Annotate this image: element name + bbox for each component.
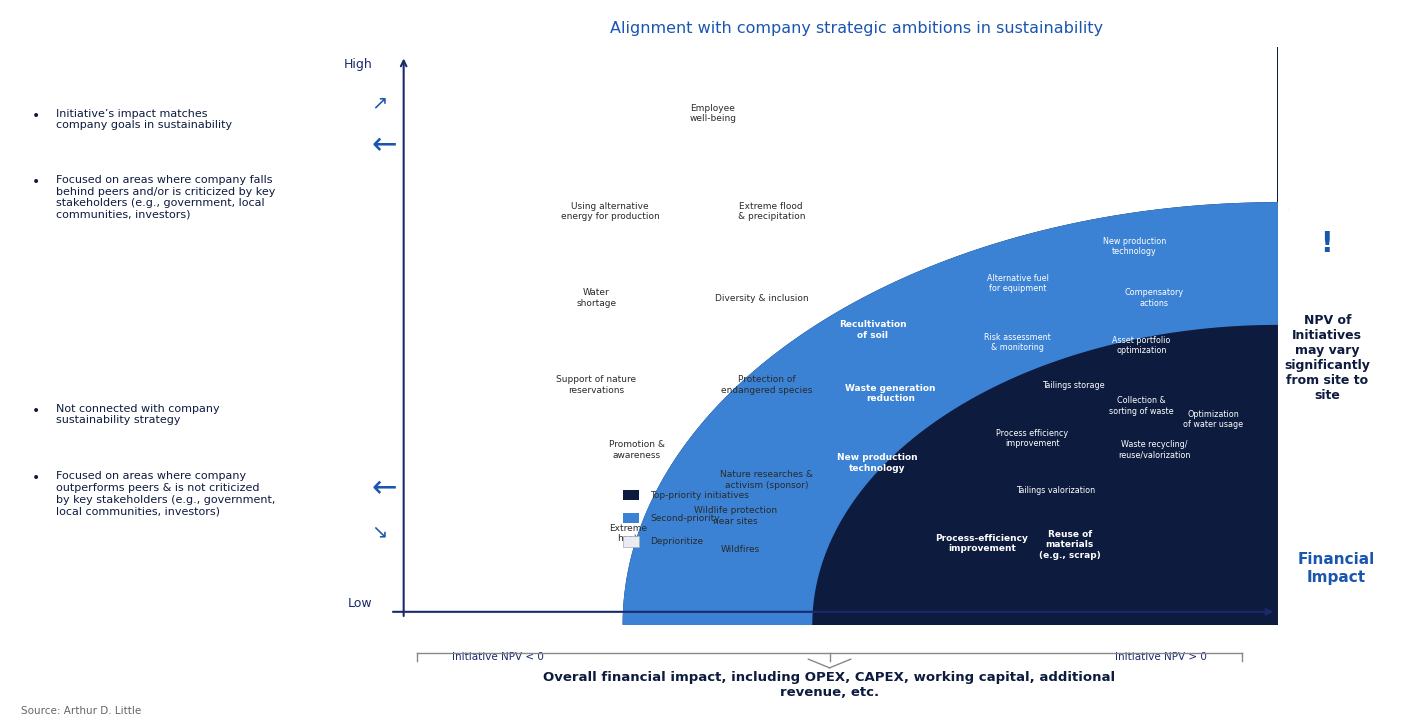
Text: Source: Arthur D. Little: Source: Arthur D. Little: [21, 706, 141, 716]
Text: Extreme flood
& precipitation: Extreme flood & precipitation: [737, 202, 805, 221]
Text: Promotion &
awareness: Promotion & awareness: [609, 440, 665, 460]
Text: Alignment with company strategic ambitions in sustainability: Alignment with company strategic ambitio…: [610, 21, 1103, 36]
Text: Renewable energy
sources: Renewable energy sources: [980, 108, 1055, 127]
Text: Recultivation
of soil: Recultivation of soil: [839, 321, 907, 339]
Text: Not connected with company
sustainability strategy: Not connected with company sustainabilit…: [55, 404, 219, 425]
Text: Wildfires: Wildfires: [720, 545, 760, 554]
Text: Nature researches &
activism (sponsor): Nature researches & activism (sponsor): [720, 471, 813, 490]
Text: Employee
well-being: Employee well-being: [689, 104, 737, 123]
Text: Compensatory
actions: Compensatory actions: [1124, 289, 1183, 308]
Text: Process-efficiency
improvement: Process-efficiency improvement: [936, 534, 1028, 553]
Text: Protection of
endangered species: Protection of endangered species: [722, 375, 812, 394]
Text: Reuse of
materials
(e.g., scrap): Reuse of materials (e.g., scrap): [1039, 530, 1101, 560]
Polygon shape: [623, 47, 1278, 625]
Text: NPV of
Initiatives
may vary
significantly
from site to
site: NPV of Initiatives may vary significantl…: [1285, 314, 1370, 402]
Text: Focused on areas where company falls
behind peers and/or is criticized by key
st: Focused on areas where company falls beh…: [55, 175, 275, 219]
Text: Deprioritize: Deprioritize: [651, 537, 703, 546]
Text: Optimization
of water usage: Optimization of water usage: [1183, 410, 1244, 429]
Text: •: •: [31, 175, 40, 189]
Text: Water treatment
& discharge: Water treatment & discharge: [1099, 108, 1166, 127]
Text: Low: Low: [347, 597, 373, 610]
Text: CRITERIA OF LOW ALIGNMENT: CRITERIA OF LOW ALIGNMENT: [35, 350, 246, 363]
Polygon shape: [623, 203, 1278, 625]
Text: ↘: ↘: [371, 523, 388, 542]
Text: Wildlife protection
near sites: Wildlife protection near sites: [693, 506, 777, 526]
Text: Tailings valorization: Tailings valorization: [1017, 486, 1096, 495]
Text: Tailings storage: Tailings storage: [1042, 381, 1104, 391]
Text: Collection &
sorting of waste: Collection & sorting of waste: [1110, 396, 1173, 416]
Text: •: •: [31, 109, 40, 123]
Text: Water-loss
prevention: Water-loss prevention: [995, 177, 1039, 196]
Text: Support of nature
reservations: Support of nature reservations: [556, 375, 637, 394]
Text: Using alternative
energy for production: Using alternative energy for production: [561, 202, 659, 221]
Text: •: •: [31, 471, 40, 485]
Text: Diversity & inclusion: Diversity & inclusion: [716, 294, 809, 303]
Text: Alternative fuel
for equipment: Alternative fuel for equipment: [987, 274, 1049, 293]
FancyBboxPatch shape: [1285, 207, 1368, 295]
Bar: [623, 490, 640, 500]
Text: Focused on areas where company
outperforms peers & is not criticized
by key stak: Focused on areas where company outperfor…: [55, 471, 275, 516]
Text: High: High: [343, 58, 373, 71]
Text: Initiative NPV > 0: Initiative NPV > 0: [1115, 652, 1207, 662]
Text: •: •: [31, 404, 40, 418]
Bar: [623, 513, 640, 523]
Bar: [623, 536, 640, 547]
Text: Process efficiency
improvement: Process efficiency improvement: [995, 429, 1069, 448]
Text: Reuse of
material: Reuse of material: [1180, 177, 1214, 196]
Text: Asset portfolio
optimization: Asset portfolio optimization: [1113, 336, 1171, 355]
Text: Overall financial impact, including OPEX, CAPEX, working capital, additional
rev: Overall financial impact, including OPEX…: [544, 671, 1115, 700]
Text: Water
shortage: Water shortage: [576, 289, 617, 308]
Text: Purification
desalination: Purification desalination: [858, 252, 922, 271]
Text: CRITERIA OF HIGH ALIGNMENT: CRITERIA OF HIGH ALIGNMENT: [35, 53, 250, 66]
Text: Risk assessment
& monitoring: Risk assessment & monitoring: [984, 333, 1051, 352]
Text: Second-priority: Second-priority: [651, 514, 720, 523]
Text: Industrial
safety: Industrial safety: [1100, 177, 1137, 196]
Text: Initiative’s impact matches
company goals in sustainability: Initiative’s impact matches company goal…: [55, 109, 232, 131]
Text: ←: ←: [371, 131, 397, 160]
Text: Top-priority initiatives: Top-priority initiatives: [651, 491, 750, 500]
Text: !: !: [1320, 230, 1333, 258]
Text: Financial
Impact: Financial Impact: [1298, 552, 1374, 585]
Text: ←: ←: [371, 474, 397, 503]
Text: Waste generation
reduction: Waste generation reduction: [843, 104, 933, 123]
Text: Extreme
heat: Extreme heat: [609, 523, 647, 543]
Text: Initiative NPV < 0: Initiative NPV < 0: [452, 652, 544, 662]
Text: Waste recycling/
reuse/valorization: Waste recycling/ reuse/valorization: [1118, 440, 1190, 460]
Text: Waste generation
decrease: Waste generation decrease: [825, 182, 915, 201]
Text: New production
technology: New production technology: [1103, 237, 1166, 256]
Text: Waste generation
reduction: Waste generation reduction: [846, 384, 936, 403]
Text: ↗: ↗: [371, 93, 388, 112]
Text: New production
technology: New production technology: [837, 453, 918, 472]
